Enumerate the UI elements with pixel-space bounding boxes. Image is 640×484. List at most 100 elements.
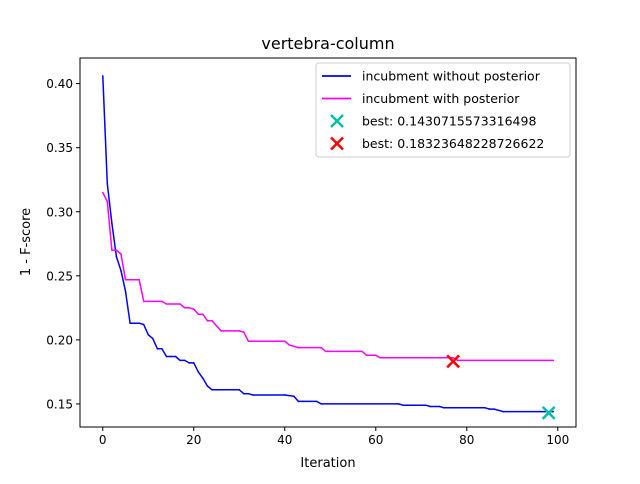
x-tick-label: 0 xyxy=(99,433,107,447)
series-point xyxy=(302,400,304,403)
plot-area xyxy=(101,75,556,420)
x-tick-label: 60 xyxy=(368,433,383,447)
series-point xyxy=(111,222,113,225)
best-marker-stroke xyxy=(446,354,461,369)
series-point xyxy=(502,410,504,413)
legend-swatch-marker xyxy=(330,114,344,128)
series-point xyxy=(111,249,113,251)
best-marker-stroke xyxy=(541,406,556,420)
series-point xyxy=(252,394,254,396)
series-incubment-without-posterior xyxy=(101,75,555,413)
series-point xyxy=(202,377,204,380)
series-point xyxy=(297,400,300,403)
series-point xyxy=(320,403,322,405)
series-point xyxy=(147,333,150,336)
series-point xyxy=(379,357,382,359)
legend-label: best: 0.18323648228726622 xyxy=(362,136,544,151)
legend-box xyxy=(315,62,571,158)
legend: incubment without posterior incubment wit… xyxy=(315,62,571,158)
series-point xyxy=(192,308,195,310)
series-point xyxy=(288,344,291,346)
series-point xyxy=(247,340,250,342)
series-point xyxy=(238,389,241,391)
best-marker-2 xyxy=(446,354,461,369)
series-point xyxy=(165,355,168,358)
series-point xyxy=(456,359,459,362)
y-axis-label: 1 - F-score xyxy=(19,208,34,276)
series-point xyxy=(165,303,168,305)
series-point xyxy=(115,255,118,258)
series-point xyxy=(152,337,154,340)
series-point xyxy=(443,406,445,409)
series-point xyxy=(320,346,322,349)
series-point xyxy=(133,278,136,281)
series-point xyxy=(238,330,241,332)
best-marker-1 xyxy=(541,406,556,420)
series-point xyxy=(188,307,191,309)
series-point xyxy=(397,403,400,405)
series-point xyxy=(252,340,254,342)
series-point xyxy=(220,330,222,332)
series-point xyxy=(452,357,454,359)
series-point xyxy=(179,359,181,362)
series-point xyxy=(493,408,495,410)
series-point xyxy=(402,404,404,407)
x-tick-label: 40 xyxy=(277,433,292,447)
series-point xyxy=(197,313,200,316)
series-point xyxy=(243,331,245,333)
y-tick-label: 0.35 xyxy=(46,141,73,155)
x-tick-label: 20 xyxy=(186,433,201,447)
series-point xyxy=(361,350,363,353)
series-point xyxy=(283,394,286,396)
legend-entry: best: 0.18323648228726622 xyxy=(330,136,544,151)
series-point xyxy=(129,322,131,325)
series-point xyxy=(211,319,213,322)
legend-entry: best: 0.1430715573316498 xyxy=(330,114,536,129)
y-tick-label: 0.40 xyxy=(46,77,73,91)
series-point xyxy=(552,359,555,362)
x-tick-label: 80 xyxy=(459,433,474,447)
legend-entry: incubment without posterior xyxy=(322,69,541,84)
legend-label: incubment without posterior xyxy=(362,69,541,84)
series-point xyxy=(247,392,250,395)
series-point xyxy=(106,200,109,203)
chart-title: vertebra-column xyxy=(261,34,394,53)
series-point xyxy=(174,355,177,358)
series-point xyxy=(192,362,195,364)
series-point xyxy=(552,410,555,413)
y-tick-label: 0.20 xyxy=(46,333,73,347)
series-point xyxy=(215,389,218,391)
series-point xyxy=(233,330,236,332)
series-point xyxy=(293,345,295,348)
series-point xyxy=(183,307,186,309)
series-point xyxy=(129,278,131,281)
series-point xyxy=(156,348,159,350)
y-axis-ticks: 0.15 0.20 0.25 0.30 0.35 0.40 xyxy=(46,77,80,411)
series-point xyxy=(124,278,127,281)
series-point xyxy=(197,371,200,373)
legend-swatch-marker xyxy=(330,136,344,151)
series-point xyxy=(115,249,118,251)
series-point xyxy=(138,322,140,325)
series-point xyxy=(365,354,368,357)
series-point xyxy=(170,355,172,358)
series-point xyxy=(120,253,122,255)
series-point xyxy=(484,406,486,409)
series-point xyxy=(206,385,209,387)
series-point xyxy=(142,323,145,326)
series-point xyxy=(497,409,500,412)
series-point xyxy=(215,324,218,327)
series-point xyxy=(324,350,327,353)
series-incubment-with-posterior xyxy=(101,191,555,362)
series-point xyxy=(488,408,491,410)
series-point xyxy=(101,191,104,194)
series-point xyxy=(106,182,109,185)
series-point xyxy=(147,300,150,303)
series-point xyxy=(138,278,140,281)
series-point xyxy=(202,313,204,316)
plot-frame xyxy=(79,57,577,428)
series-point xyxy=(211,389,213,391)
x-axis-label: Iteration xyxy=(300,456,355,471)
